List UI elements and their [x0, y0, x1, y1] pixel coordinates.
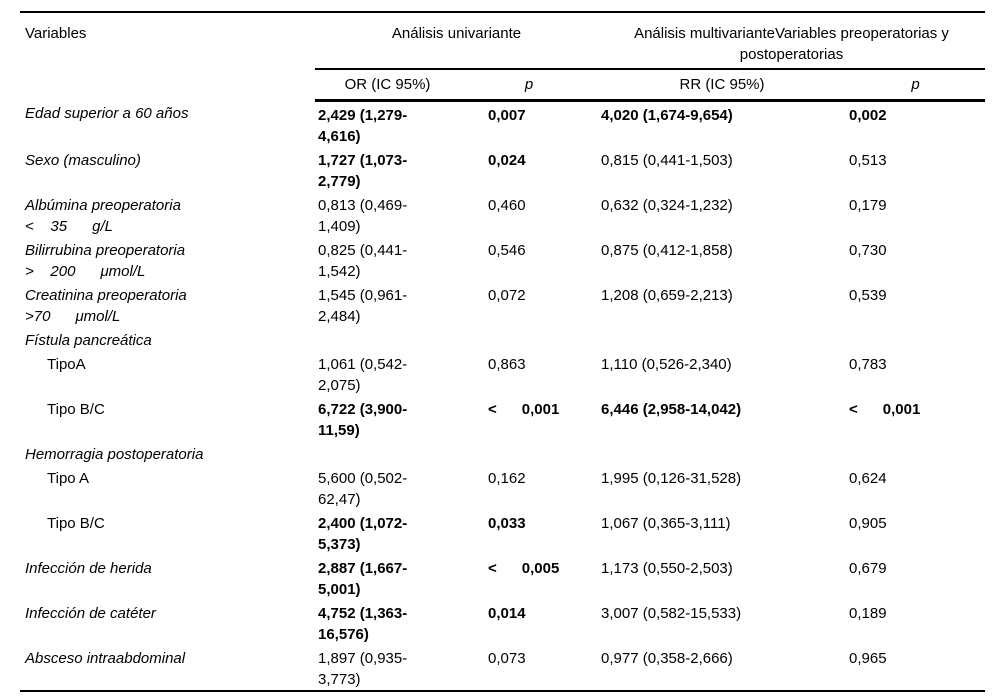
p-multivariante-value: 0,905	[849, 514, 887, 532]
rr-value: 4,020 (1,674-9,654)	[601, 106, 733, 124]
header-group-row: Variables Análisis univariante Análisis …	[20, 11, 985, 100]
p-univariante-value: 0,863	[488, 355, 526, 373]
or-value: 6,722 (3,900- 11,59)	[318, 400, 408, 439]
table-row: Tipo A 5,600 (0,502- 62,47) 0,162 1,995 (0,…	[20, 465, 985, 510]
or-value: 2,429 (1,279- 4,616)	[318, 106, 408, 145]
p-multivariante-value	[846, 327, 985, 351]
column-header-rr: RR (IC 95%)	[598, 69, 846, 102]
variable-label: Hemorragia postoperatoria	[25, 445, 204, 463]
header-sub-row: OR (IC 95%) p RR (IC 95%) p	[20, 69, 985, 102]
p-univariante-value	[460, 441, 598, 465]
p-univariante-value	[460, 327, 598, 351]
p-univariante-value: 0,073	[460, 644, 598, 692]
rr-value: 0,977 (0,358-2,666)	[598, 644, 846, 692]
column-header-p-univariante: p	[460, 69, 598, 102]
variable-label: Creatinina preoperatoria >70 μmol/L	[25, 286, 187, 325]
table-body: Edad superior a 60 años 2,429 (1,279- 4,6…	[20, 100, 985, 692]
column-header-p-multivariante: p	[846, 69, 985, 102]
or-value: 1,897 (0,935- 3,773)	[315, 644, 460, 692]
p-multivariante-value: 0,002	[849, 106, 887, 124]
rr-value: 6,446 (2,958-14,042)	[601, 400, 742, 418]
or-value: 0,813 (0,469- 1,409)	[318, 196, 408, 235]
variable-label: Albúmina preoperatoria < 35 g/L	[25, 196, 181, 235]
rr-value: 0,815 (0,441-1,503)	[601, 151, 733, 169]
variable-label: Tipo B/C	[47, 400, 105, 418]
variable-label: Infección de herida	[25, 559, 152, 577]
table-header: Variables Análisis univariante Análisis …	[20, 11, 985, 102]
table-row: TipoA 1,061 (0,542- 2,075) 0,863 1,110 (0,5…	[20, 351, 985, 396]
or-value: 2,400 (1,072- 5,373)	[318, 514, 408, 553]
p-univariante-value: 0,460	[488, 196, 526, 214]
or-value: 2,887 (1,667- 5,001)	[318, 559, 408, 598]
or-value: 1,727 (1,073- 2,779)	[318, 151, 408, 190]
table-row: Tipo B/C 2,400 (1,072- 5,373) 0,033 1,067 (…	[20, 510, 985, 555]
rr-value: 1,067 (0,365-3,111)	[601, 514, 731, 532]
variable-label: Bilirrubina preoperatoria > 200 μmol/L	[25, 241, 186, 280]
table-row: Infección de catéter 4,752 (1,363- 16,576…	[20, 600, 985, 645]
variable-label: Sexo (masculino)	[25, 151, 141, 169]
p-univariante-value: 0,546	[488, 241, 526, 259]
table-row: Absceso intraabdominal 1,897 (0,935- 3,77…	[20, 644, 985, 692]
column-header-variables: Variables	[20, 11, 315, 100]
results-table: Variables Análisis univariante Análisis …	[20, 11, 985, 692]
table-row: Tipo B/C 6,722 (3,900- 11,59) < 0,001 6,446…	[20, 396, 985, 441]
variable-label: TipoA	[47, 355, 86, 373]
rr-value: 1,208 (0,659-2,213)	[601, 286, 733, 304]
p-multivariante-value: 0,783	[849, 355, 887, 373]
section-row: Hemorragia postoperatoria	[20, 441, 985, 465]
p-multivariante-value: 0,624	[849, 469, 887, 487]
p-multivariante-value: 0,679	[849, 559, 887, 577]
or-value: 5,600 (0,502- 62,47)	[318, 469, 408, 508]
table-row: Infección de herida 2,887 (1,667- 5,001) <…	[20, 555, 985, 600]
rr-value: 3,007 (0,582-15,533)	[601, 604, 742, 622]
variable-label: Absceso intraabdominal	[20, 644, 315, 692]
p-univariante-value: 0,024	[488, 151, 526, 169]
variable-label: Edad superior a 60 años	[25, 105, 189, 122]
variable-label: Tipo A	[47, 469, 89, 487]
p-univariante-value: 0,007	[488, 106, 526, 124]
variable-label: Infección de catéter	[25, 604, 156, 622]
p-multivariante-value: 0,189	[849, 604, 887, 622]
or-value: 1,061 (0,542- 2,075)	[318, 355, 408, 394]
rr-value	[598, 441, 846, 465]
rr-value: 0,875 (0,412-1,858)	[601, 241, 733, 259]
table-row: Bilirrubina preoperatoria > 200 μmol/L 0,…	[20, 237, 985, 282]
p-multivariante-value: < 0,001	[849, 400, 921, 418]
table-row: Sexo (masculino) 1,727 (1,073- 2,779) 0,02…	[20, 147, 985, 192]
p-multivariante-value	[846, 441, 985, 465]
p-multivariante-value: 0,179	[849, 196, 887, 214]
column-header-or: OR (IC 95%)	[315, 69, 460, 102]
or-value	[315, 441, 460, 465]
p-univariante-value: 0,162	[488, 469, 526, 487]
rr-value: 1,995 (0,126-31,528)	[601, 469, 742, 487]
table-row: Creatinina preoperatoria >70 μmol/L 1,545…	[20, 282, 985, 327]
column-group-multivariante: Análisis multivarianteVariables preopera…	[598, 11, 985, 70]
table-row: Albúmina preoperatoria < 35 g/L 0,813 (0,…	[20, 192, 985, 237]
variable-label: Fístula pancreática	[25, 331, 152, 349]
or-value	[315, 327, 460, 351]
or-value: 1,545 (0,961- 2,484)	[318, 286, 408, 325]
section-row: Fístula pancreática	[20, 327, 985, 351]
p-multivariante-value: 0,730	[849, 241, 887, 259]
rr-value: 1,173 (0,550-2,503)	[601, 559, 733, 577]
rr-value: 1,110 (0,526-2,340)	[601, 355, 732, 373]
table-row: Edad superior a 60 años 2,429 (1,279- 4,6…	[20, 100, 985, 147]
p-univariante-value: 0,033	[488, 514, 526, 532]
p-univariante-value: 0,014	[488, 604, 526, 622]
p-univariante-value: < 0,005	[488, 559, 560, 577]
p-univariante-value: < 0,001	[488, 400, 560, 418]
rr-value: 0,632 (0,324-1,232)	[601, 196, 733, 214]
rr-value	[598, 327, 846, 351]
p-univariante-value: 0,072	[488, 286, 526, 304]
p-multivariante-value: 0,539	[849, 286, 887, 304]
variable-label: Tipo B/C	[47, 514, 105, 532]
or-value: 4,752 (1,363- 16,576)	[318, 604, 408, 643]
p-multivariante-value: 0,965	[846, 644, 985, 692]
p-multivariante-value: 0,513	[849, 151, 887, 169]
or-value: 0,825 (0,441- 1,542)	[318, 241, 408, 280]
column-group-univariante: Análisis univariante	[315, 11, 598, 70]
